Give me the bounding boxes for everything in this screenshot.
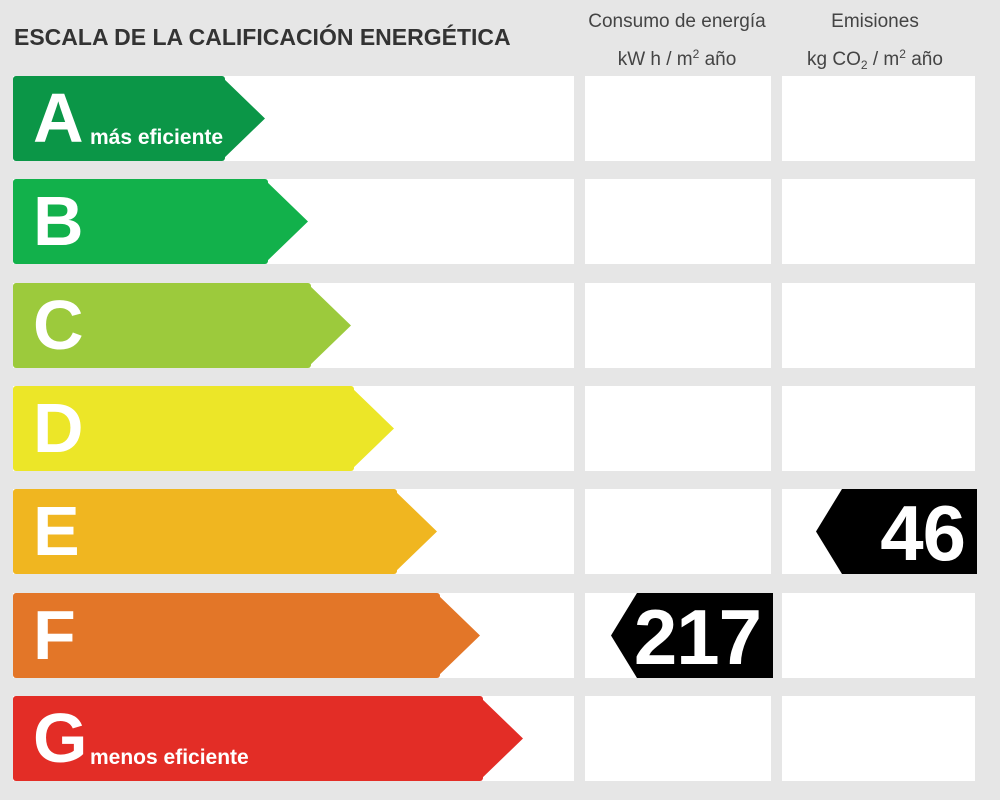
band-arrow-c (13, 282, 351, 368)
scale-title: ESCALA DE LA CALIFICACIÓN ENERGÉTICA (14, 24, 511, 50)
emisiones-cell (782, 695, 975, 781)
band-arrow-a (13, 76, 265, 161)
consumo-header-unit: kW h / m2 año (617, 47, 737, 70)
band-arrow-body (13, 489, 397, 575)
band-arrow-e (13, 489, 437, 575)
band-arrow-body (13, 76, 225, 161)
consumo-cell (585, 695, 771, 781)
band-arrow-body (13, 592, 440, 678)
band-arrow-g (13, 695, 523, 781)
band-letter: D (33, 388, 84, 467)
emisiones-marker: 46 (816, 489, 977, 578)
band-arrow-body (13, 179, 268, 265)
emisiones-cell (782, 282, 975, 368)
band-letter: C (33, 285, 84, 364)
emisiones-cell (782, 179, 975, 265)
consumo-column-header: Consumo de energía kW h / m2 año (577, 6, 777, 76)
rating-row-e: E 46 (0, 489, 1000, 578)
band-arrow-body (13, 695, 483, 781)
band-letter: B (33, 182, 84, 261)
emisiones-header-unit: kg CO2 / m2 año (807, 47, 943, 72)
band-arrow-d (13, 385, 394, 471)
consumo-cell (585, 489, 771, 575)
rating-row-c: C (0, 282, 1000, 368)
emisiones-header-line1: Emisiones (831, 11, 919, 32)
band-arrow-body (13, 385, 354, 471)
consumo-cell (585, 76, 771, 161)
emisiones-cell (782, 385, 975, 471)
consumo-cell (585, 385, 771, 471)
band-arrow-b (13, 179, 308, 265)
band-letter: G (33, 698, 88, 777)
emisiones-cell (782, 76, 975, 161)
emisiones-cell (782, 592, 975, 678)
emisiones-marker-value: 46 (880, 489, 966, 578)
consumo-cell (585, 282, 771, 368)
band-arrow-body (13, 282, 311, 368)
band-letter: E (33, 492, 80, 571)
consumo-header-line1: Consumo de energía (588, 11, 766, 32)
rating-row-b: B (0, 179, 1000, 265)
consumo-marker: 217 (611, 592, 773, 681)
band-description: más eficiente (90, 126, 224, 149)
consumo-cell (585, 179, 771, 265)
emisiones-marker-shape (816, 489, 977, 575)
band-arrow-f (13, 592, 480, 678)
emisiones-column-header: Emisiones kg CO2 / m2 año (775, 6, 975, 81)
band-letter: A (33, 79, 84, 157)
rating-row-f: F 217 (0, 592, 1000, 681)
band-letter: F (33, 595, 76, 674)
consumo-marker-value: 217 (633, 592, 762, 681)
band-description: menos eficiente (90, 745, 249, 769)
rating-row-d: D (0, 385, 1000, 471)
consumo-marker-shape (611, 592, 773, 678)
